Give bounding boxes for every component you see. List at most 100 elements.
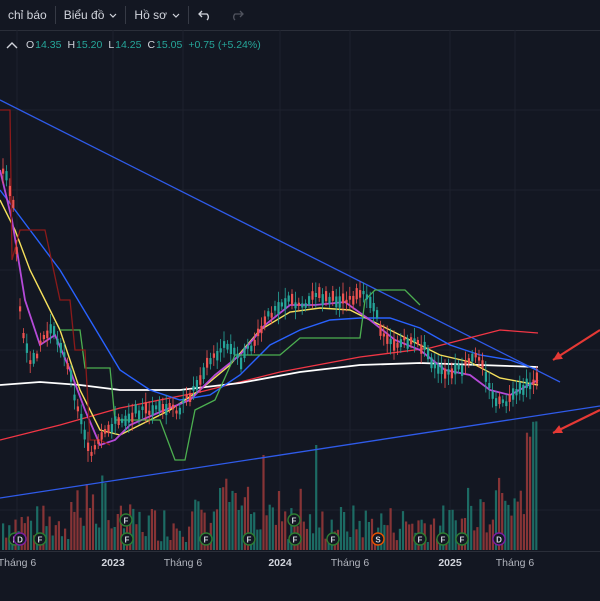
- candle-body: [457, 364, 460, 370]
- candle-body: [15, 247, 18, 255]
- ma-purple-line: [0, 169, 539, 447]
- candle-body: [304, 303, 307, 308]
- event-marker: [120, 532, 134, 546]
- volume-bar: [476, 527, 479, 550]
- volume-bar: [163, 510, 166, 550]
- candle-body: [335, 296, 338, 308]
- candle-body: [165, 404, 168, 416]
- price-chart[interactable]: FDFFFFFFFFSFFFD: [0, 0, 600, 551]
- descending-trendline: [0, 99, 561, 383]
- candle-body: [32, 352, 35, 364]
- candle-body: [192, 386, 195, 391]
- time-axis-label: 2023: [101, 557, 125, 569]
- toolbar-divider: [125, 6, 127, 24]
- volume-bar: [274, 524, 277, 550]
- volume-bar: [287, 539, 290, 550]
- ma-white-line: [0, 362, 539, 391]
- volume-bar: [271, 507, 274, 550]
- event-marker: [492, 532, 506, 546]
- volume-bar: [535, 421, 538, 550]
- chart-menu-button[interactable]: Biểu đồ: [56, 0, 126, 30]
- volume-bar: [312, 533, 315, 550]
- candle-body: [114, 416, 117, 424]
- candle-body: [250, 345, 253, 352]
- candle-body: [386, 334, 389, 344]
- candle-body: [270, 312, 273, 318]
- candle-body: [382, 333, 385, 337]
- volume-bar: [302, 521, 305, 550]
- volume-bar: [494, 490, 498, 550]
- volume-bar: [153, 510, 157, 550]
- candle-body: [8, 185, 11, 196]
- volume-bar: [442, 505, 445, 550]
- candle-body: [338, 296, 341, 308]
- candle-body: [450, 368, 453, 379]
- volume-bar: [467, 487, 470, 550]
- volume-bar: [73, 511, 76, 550]
- candle-body: [97, 439, 100, 444]
- profile-menu-button[interactable]: Hồ sơ: [126, 0, 188, 30]
- event-marker-label: F: [204, 536, 209, 545]
- candle-body: [314, 293, 317, 297]
- candle-body: [5, 171, 8, 181]
- candle-body: [121, 418, 124, 423]
- trendlines: [0, 99, 600, 499]
- volume-bar: [265, 515, 268, 550]
- volume-bar: [281, 521, 284, 550]
- event-marker: [13, 532, 27, 546]
- volume-bar: [132, 508, 135, 550]
- candle-body: [19, 306, 22, 312]
- candle-body: [148, 410, 151, 415]
- volume-bar: [29, 520, 33, 550]
- volume-bar: [498, 477, 501, 550]
- candle-body: [12, 199, 15, 209]
- candle-body: [325, 291, 328, 302]
- event-marker-label: F: [441, 536, 446, 545]
- candle-body: [36, 353, 39, 359]
- candle-body: [488, 383, 491, 389]
- volume-bar: [299, 488, 302, 550]
- indicators-button[interactable]: chỉ báo: [0, 0, 55, 30]
- volume-bar: [169, 540, 172, 550]
- volume-bar: [529, 436, 532, 550]
- volume-bar: [141, 532, 144, 550]
- volume-bar: [277, 491, 281, 550]
- candle-body: [491, 391, 494, 399]
- event-marker-label: F: [460, 536, 465, 545]
- volume-bar: [2, 523, 5, 550]
- volume-bar: [51, 535, 54, 550]
- volume-bar: [225, 478, 228, 550]
- candle-body: [362, 291, 365, 295]
- volume-bar: [491, 519, 494, 550]
- candle-body: [474, 353, 477, 358]
- candle-body: [70, 370, 73, 382]
- candle-body: [284, 298, 287, 310]
- candle-body: [331, 291, 334, 301]
- candle-body: [158, 400, 161, 412]
- ma-darkred-line: [0, 109, 111, 446]
- candle-body: [406, 338, 409, 349]
- candle-body: [226, 343, 229, 350]
- volume-bar: [519, 490, 522, 550]
- volume-bar: [308, 514, 312, 550]
- candle-body: [328, 296, 331, 304]
- candle-body: [481, 360, 484, 368]
- candle-body: [131, 412, 134, 423]
- candle-body: [80, 413, 83, 425]
- candle-body: [127, 413, 130, 423]
- ohlc-legend: O 14.35 H 15.20 L 14.25 C 15.05 +0.75 (+…: [6, 36, 261, 54]
- candle-body: [29, 360, 32, 364]
- volume-bar: [243, 497, 246, 550]
- candle-body: [430, 357, 433, 369]
- redo-icon[interactable]: [221, 0, 253, 30]
- volume-bar: [426, 542, 429, 550]
- candle-body: [93, 445, 96, 450]
- candle-body: [124, 415, 127, 426]
- undo-icon[interactable]: [189, 0, 221, 30]
- volume-bar: [107, 520, 110, 550]
- candle-body: [83, 429, 86, 440]
- time-axis[interactable]: Tháng 6 2023 Tháng 6 2024 Tháng 6 2025 T…: [0, 551, 600, 601]
- candle-body: [345, 299, 348, 303]
- collapse-legend-icon[interactable]: [6, 40, 18, 50]
- volume-bar: [358, 520, 361, 550]
